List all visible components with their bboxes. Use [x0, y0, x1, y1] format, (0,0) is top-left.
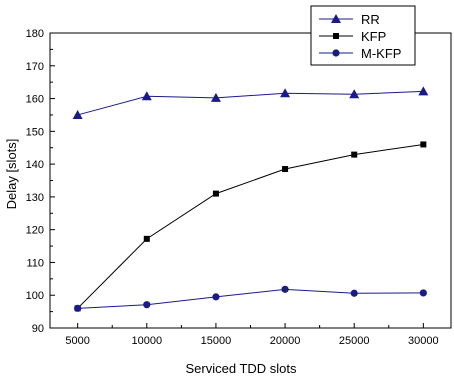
legend-marker-m-kfp	[332, 49, 340, 57]
legend-marker-kfp	[333, 33, 339, 39]
data-point-m-kfp	[350, 289, 358, 297]
y-tick-label: 140	[26, 159, 44, 171]
x-axis-label: Serviced TDD slots	[185, 361, 297, 376]
data-point-rr	[349, 89, 360, 99]
y-tick-label: 90	[32, 323, 44, 335]
data-point-m-kfp	[212, 293, 220, 301]
y-tick-label: 160	[26, 94, 44, 106]
y-tick-label: 100	[26, 290, 44, 302]
series-line-m-kfp	[77, 288, 424, 309]
data-point-kfp	[212, 190, 219, 197]
y-tick-label: 130	[26, 192, 44, 204]
x-tick-label: 15000	[201, 335, 232, 347]
data-point-m-kfp	[419, 289, 427, 297]
data-point-rr	[210, 92, 221, 102]
y-tick-label: 150	[26, 126, 44, 138]
x-tick-label: 25000	[339, 335, 370, 347]
data-point-kfp	[351, 151, 358, 158]
x-tick-label: 5000	[65, 335, 89, 347]
legend-marker-rr	[331, 14, 341, 23]
x-tick-label: 10000	[131, 335, 162, 347]
y-axis-ticks: 90 100 110 120 130 140 150 160 170 180	[26, 28, 55, 335]
y-axis-label: Delay [slots]	[4, 139, 19, 210]
data-point-m-kfp	[143, 301, 151, 309]
y-tick-label: 120	[26, 225, 44, 237]
y-tick-label: 170	[26, 61, 44, 73]
data-point-kfp	[282, 166, 289, 173]
data-point-m-kfp	[74, 304, 82, 312]
data-point-rr	[418, 86, 429, 96]
legend-label-rr: RR	[361, 12, 380, 27]
data-point-m-kfp	[281, 285, 289, 293]
data-point-kfp	[143, 235, 150, 242]
plot-frame	[49, 32, 452, 329]
data-point-rr	[72, 109, 83, 119]
legend-label-m-kfp: M-KFP	[361, 46, 401, 61]
data-point-rr	[280, 88, 291, 98]
y-tick-label: 180	[26, 28, 44, 40]
legend-label-kfp: KFP	[361, 29, 386, 44]
legend: RR KFP M-KFP	[310, 5, 416, 66]
x-tick-label: 30000	[408, 335, 439, 347]
x-axis-ticks: 5000 10000 15000 20000 25000 30000	[65, 323, 439, 347]
series-line-kfp	[77, 143, 424, 309]
x-tick-label: 20000	[270, 335, 301, 347]
series-lines	[72, 86, 429, 312]
data-point-kfp	[420, 141, 427, 148]
data-point-rr	[141, 91, 152, 101]
y-tick-label: 110	[26, 257, 44, 269]
series-line-rr	[77, 90, 424, 116]
